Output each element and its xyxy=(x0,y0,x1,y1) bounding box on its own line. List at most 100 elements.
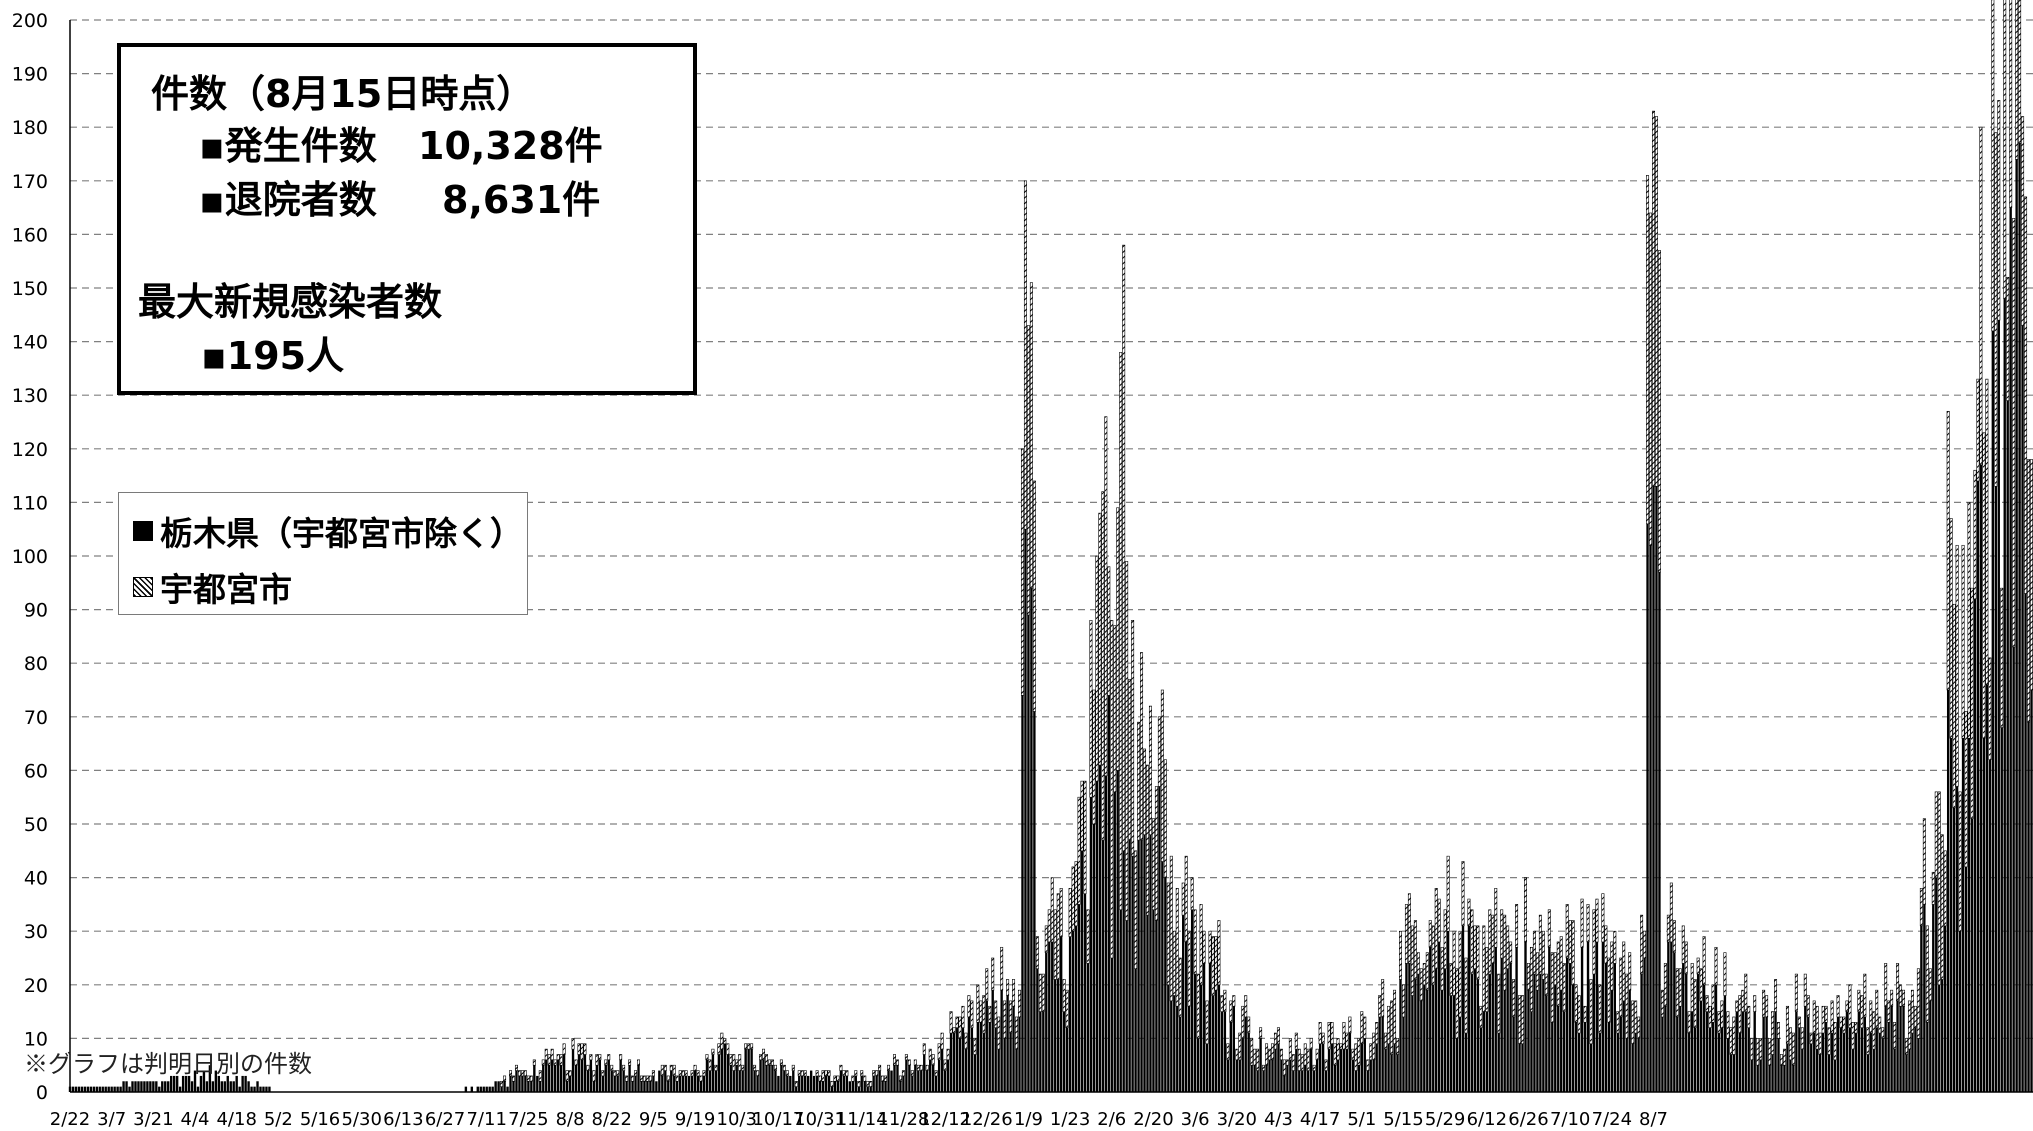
bar-utsunomiya xyxy=(1211,936,1215,996)
bar-prefecture xyxy=(1875,1027,1878,1092)
bar-utsunomiya xyxy=(1550,952,1554,1023)
bar-prefecture xyxy=(1226,1059,1230,1092)
bar-utsunomiya xyxy=(1050,877,1054,943)
bar-prefecture xyxy=(1470,974,1474,1092)
bar-prefecture xyxy=(1833,1059,1837,1092)
bar-prefecture xyxy=(1089,797,1093,1092)
bar-utsunomiya xyxy=(1702,936,1706,986)
bar-prefecture xyxy=(494,1081,497,1092)
bar-prefecture xyxy=(1381,1016,1384,1092)
bar-utsunomiya xyxy=(767,1059,771,1066)
y-tick-label: 150 xyxy=(12,278,48,300)
y-tick-label: 170 xyxy=(12,171,48,193)
x-tick-label: 12/26 xyxy=(961,1109,1013,1130)
bar-prefecture xyxy=(616,1075,619,1092)
bar-prefecture xyxy=(1348,1033,1352,1092)
bar-prefecture xyxy=(815,1075,819,1092)
x-tick-label: 10/17 xyxy=(752,1109,804,1130)
bar-prefecture xyxy=(607,1059,610,1092)
bar-prefecture xyxy=(1104,775,1108,1092)
bar-prefecture xyxy=(1298,1070,1301,1092)
bar-prefecture xyxy=(1318,1043,1322,1092)
bar-prefecture xyxy=(1107,695,1110,1092)
bar-prefecture xyxy=(98,1086,101,1092)
bar-prefecture xyxy=(524,1075,527,1092)
bar-prefecture xyxy=(1488,974,1491,1092)
x-tick-label: 4/3 xyxy=(1264,1109,1293,1130)
bar-prefecture xyxy=(1726,1038,1730,1092)
bar-prefecture xyxy=(1235,1059,1238,1092)
bar-utsunomiya xyxy=(1640,914,1644,975)
bar-prefecture xyxy=(184,1075,188,1092)
bar-utsunomiya xyxy=(898,1075,902,1082)
bar-prefecture xyxy=(711,1054,715,1092)
x-tick-label: 2/20 xyxy=(1133,1109,1173,1130)
bar-utsunomiya xyxy=(1241,1005,1245,1039)
bar-utsunomiya xyxy=(1538,914,1542,975)
bar-prefecture xyxy=(548,1065,551,1092)
bar-utsunomiya xyxy=(1526,963,1530,991)
bar-prefecture xyxy=(1506,968,1509,1092)
bar-prefecture xyxy=(786,1075,789,1092)
bar-utsunomiya xyxy=(1598,984,1602,1034)
bar-prefecture xyxy=(268,1086,271,1092)
bar-utsunomiya xyxy=(1330,1022,1334,1045)
bar-prefecture xyxy=(1232,1006,1236,1092)
bar-utsunomiya xyxy=(1571,920,1575,986)
bar-prefecture xyxy=(1042,1011,1045,1092)
discharged-value: 8,631件 xyxy=(442,178,601,222)
bar-utsunomiya xyxy=(1631,1000,1635,1045)
bar-utsunomiya xyxy=(1979,126,1983,466)
bar-utsunomiya xyxy=(949,1011,953,1034)
bar-utsunomiya xyxy=(1643,930,1647,959)
bar-utsunomiya xyxy=(1354,1043,1358,1071)
bar-prefecture xyxy=(762,1059,765,1092)
bar-utsunomiya xyxy=(669,1064,673,1071)
bar-prefecture xyxy=(765,1065,768,1092)
y-tick-label: 140 xyxy=(12,332,48,354)
bar-utsunomiya xyxy=(2012,218,2016,648)
bar-utsunomiya xyxy=(1357,1038,1361,1066)
bar-utsunomiya xyxy=(1431,925,1435,986)
bar-utsunomiya xyxy=(1193,909,1197,975)
bar-utsunomiya xyxy=(916,1064,920,1071)
bar-prefecture xyxy=(732,1070,735,1092)
bar-utsunomiya xyxy=(589,1054,593,1061)
bar-utsunomiya xyxy=(1428,920,1432,948)
bar-prefecture xyxy=(211,1081,215,1092)
bar-utsunomiya xyxy=(1413,920,1417,980)
bar-utsunomiya xyxy=(1384,1032,1388,1050)
bar-prefecture xyxy=(1059,936,1063,1092)
bar-prefecture xyxy=(1244,1016,1247,1092)
bar-utsunomiya xyxy=(1253,1048,1257,1066)
bar-utsunomiya xyxy=(1866,1027,1870,1055)
bar-utsunomiya xyxy=(928,1048,932,1061)
bar-prefecture xyxy=(836,1081,840,1092)
bar-prefecture xyxy=(1976,480,1980,1093)
x-tick-label: 5/1 xyxy=(1347,1109,1376,1130)
bar-prefecture xyxy=(768,1065,771,1092)
bar-utsunomiya xyxy=(765,1054,768,1066)
bar-prefecture xyxy=(143,1081,146,1092)
bar-utsunomiya xyxy=(2024,196,2028,594)
bar-prefecture xyxy=(714,1070,718,1092)
bar-prefecture xyxy=(1628,990,1631,1092)
bar-prefecture xyxy=(1214,990,1218,1092)
bar-utsunomiya xyxy=(693,1064,697,1071)
bar-utsunomiya xyxy=(1833,1022,1837,1061)
bar-prefecture xyxy=(1792,1065,1795,1092)
bar-prefecture xyxy=(1658,572,1661,1092)
bar-prefecture xyxy=(851,1081,855,1092)
bar-prefecture xyxy=(690,1075,694,1092)
bar-prefecture xyxy=(1982,738,1986,1092)
bar-utsunomiya xyxy=(952,1027,956,1034)
bar-utsunomiya xyxy=(1247,1016,1251,1034)
bar-utsunomiya xyxy=(881,1075,885,1082)
bar-utsunomiya xyxy=(1887,1000,1891,1023)
bar-prefecture xyxy=(955,1027,959,1092)
bar-prefecture xyxy=(533,1065,536,1092)
y-tick-label: 50 xyxy=(24,814,48,836)
bar-utsunomiya xyxy=(1009,1000,1013,1034)
bar-prefecture xyxy=(1027,614,1030,1092)
bar-prefecture xyxy=(1437,941,1441,1092)
